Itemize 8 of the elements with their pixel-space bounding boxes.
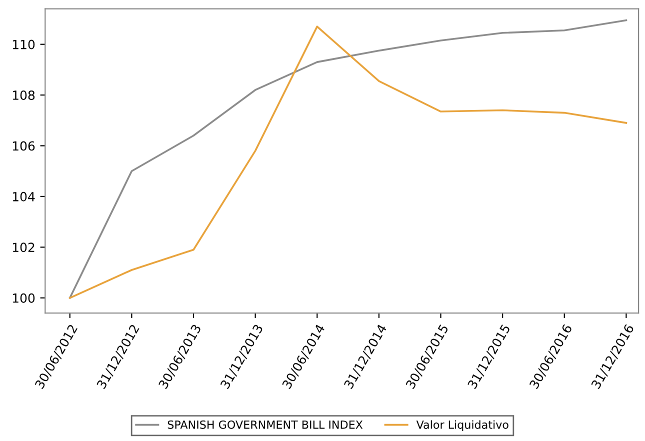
y-tick-label: 106 (12, 141, 35, 151)
y-tick-label: 104 (12, 192, 35, 202)
y-tick-label: 108 (12, 90, 35, 100)
legend-label: SPANISH GOVERNMENT BILL INDEX (168, 420, 363, 429)
legend-label: Valor Liquidativo (416, 420, 508, 431)
y-tick-label: 110 (12, 40, 35, 50)
y-tick-label: 100 (12, 293, 35, 303)
y-tick-label: 102 (12, 242, 34, 252)
